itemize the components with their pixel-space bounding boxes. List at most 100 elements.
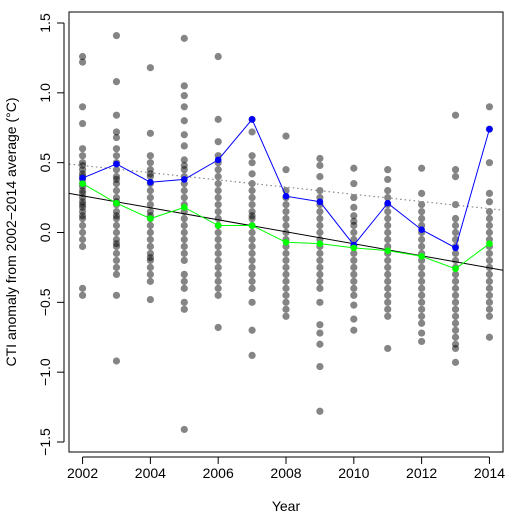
data-point (485, 189, 494, 197)
data-point (485, 228, 494, 237)
data-point (248, 170, 256, 178)
data-point (214, 193, 222, 202)
blue-series-point (214, 156, 222, 164)
data-point (180, 142, 188, 150)
data-point (146, 64, 154, 72)
data-point (350, 180, 358, 188)
data-point (282, 132, 290, 140)
data-point (384, 256, 392, 265)
data-point (112, 128, 121, 136)
y-tick-label: 1.5 (37, 13, 53, 33)
data-point (384, 207, 392, 216)
data-point (350, 249, 358, 258)
data-point (316, 277, 324, 285)
data-point (316, 154, 324, 163)
data-point (384, 291, 392, 299)
plot-area (69, 31, 503, 434)
data-point (282, 284, 290, 292)
data-point (112, 180, 121, 188)
data-point (418, 329, 426, 337)
data-point (214, 263, 222, 272)
data-point (248, 128, 256, 136)
data-point (78, 187, 87, 195)
data-point (214, 187, 222, 195)
data-point (180, 34, 188, 42)
green-series-point (486, 240, 493, 247)
y-tick-label: −1.0 (37, 358, 53, 386)
data-point (485, 291, 494, 299)
x-tick-label: 2008 (270, 465, 301, 481)
data-point (78, 103, 87, 111)
data-point (485, 207, 494, 216)
x-tick-label: 2006 (203, 465, 234, 481)
data-point (112, 193, 121, 202)
data-point (282, 305, 290, 313)
x-tick-label: 2004 (135, 465, 166, 481)
data-point (112, 357, 121, 365)
data-point (78, 198, 87, 206)
data-point (112, 235, 121, 244)
x-tick-label: 2010 (338, 465, 369, 481)
data-point (418, 277, 426, 285)
data-point (282, 263, 290, 272)
blue-series-point (180, 176, 188, 183)
data-point (180, 103, 188, 111)
data-point (112, 212, 121, 220)
data-point (384, 298, 392, 306)
data-point (282, 291, 290, 299)
data-point (180, 249, 188, 258)
data-point (316, 321, 324, 329)
data-point (282, 166, 290, 174)
data-point (248, 263, 256, 272)
data-point (316, 329, 324, 337)
data-point (248, 193, 256, 202)
data-point (214, 277, 222, 285)
data-point (112, 228, 121, 237)
data-point (384, 221, 392, 230)
data-point (112, 207, 121, 216)
data-point (418, 214, 426, 223)
data-point (78, 58, 87, 66)
data-point (451, 214, 460, 223)
data-point (248, 256, 256, 265)
data-point (316, 228, 324, 237)
data-point (451, 305, 460, 313)
data-point (384, 235, 392, 244)
data-point (384, 228, 392, 237)
x-tick-label: 2014 (474, 465, 505, 481)
data-point (350, 315, 358, 323)
data-point (180, 425, 188, 434)
data-point (451, 319, 460, 327)
data-point (214, 270, 222, 278)
data-point (180, 221, 188, 230)
data-point (214, 200, 222, 209)
data-point (350, 235, 358, 244)
y-tick-label: 0.0 (37, 223, 53, 243)
data-point (418, 319, 426, 327)
data-point (316, 207, 324, 216)
data-point (146, 254, 154, 262)
blue-series-point (316, 198, 324, 206)
data-point (78, 119, 87, 128)
data-point (146, 152, 154, 160)
data-point (418, 291, 426, 299)
x-tick-label: 2002 (67, 465, 98, 481)
data-point (248, 200, 256, 209)
data-point (451, 333, 460, 341)
data-point (78, 235, 87, 244)
data-point (350, 270, 358, 278)
data-point (384, 344, 392, 353)
data-point (146, 235, 154, 244)
data-point (112, 256, 121, 265)
data-point (384, 175, 392, 184)
data-point (485, 221, 494, 230)
green-series-point (214, 222, 222, 229)
data-point (180, 305, 188, 313)
data-point (78, 166, 87, 174)
data-point (214, 228, 222, 237)
blue-series-point (486, 125, 493, 133)
green-series-point (316, 240, 324, 247)
data-point (78, 228, 87, 237)
blue-series-point (248, 116, 256, 123)
green-series-point (452, 265, 459, 273)
